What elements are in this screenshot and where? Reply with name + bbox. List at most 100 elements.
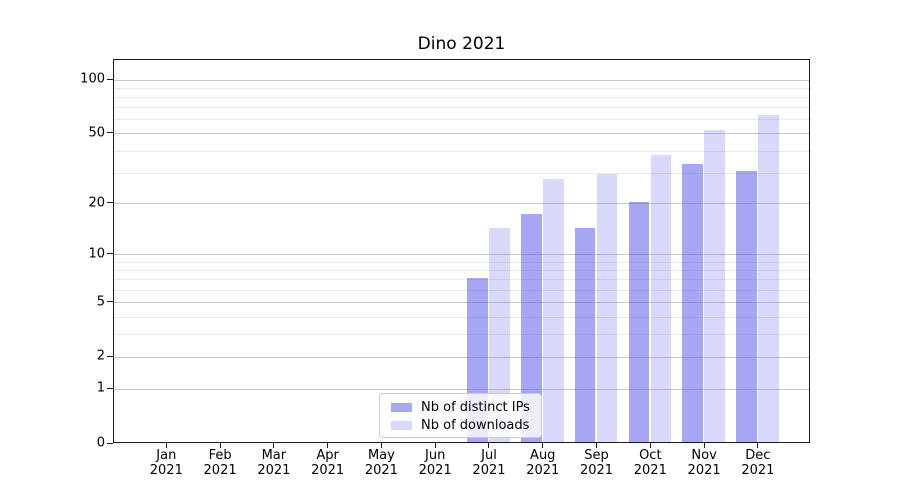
minor-gridline-80 bbox=[114, 96, 809, 98]
year-label: 2021 bbox=[418, 463, 452, 478]
x-tick-mark-nov bbox=[703, 443, 705, 448]
x-tick-label-jun: Jun 2021 bbox=[403, 448, 467, 478]
year-label: 2021 bbox=[526, 463, 560, 478]
major-gridline-10 bbox=[114, 254, 809, 256]
x-tick-label-nov: Nov 2021 bbox=[672, 448, 736, 478]
minor-gridline-3 bbox=[114, 334, 809, 336]
bar-downloads-aug bbox=[543, 179, 564, 442]
legend-swatch-downloads bbox=[391, 420, 412, 430]
y-tick-label-100: 100 bbox=[80, 71, 105, 87]
plot-area: Nb of distinct IPs Nb of downloads bbox=[113, 59, 810, 443]
minor-gridline-6 bbox=[114, 290, 809, 292]
x-tick-label-feb: Feb 2021 bbox=[188, 448, 252, 478]
y-tick-label-50: 50 bbox=[88, 125, 105, 141]
y-tick-label-1: 1 bbox=[96, 380, 105, 396]
bar-downloads-sep bbox=[596, 173, 618, 442]
year-label: 2021 bbox=[203, 463, 237, 478]
x-tick-label-mar: Mar 2021 bbox=[242, 448, 306, 478]
bar-distinct-ips-nov bbox=[682, 163, 703, 442]
bar-distinct-ips-aug bbox=[521, 214, 542, 442]
y-tick-mark-20 bbox=[107, 202, 113, 204]
x-tick-mark-mar bbox=[273, 443, 275, 448]
major-gridline-20 bbox=[114, 203, 809, 205]
chart-title: Dino 2021 bbox=[417, 34, 506, 54]
y-tick-label-5: 5 bbox=[96, 294, 105, 310]
x-tick-mark-feb bbox=[219, 443, 221, 448]
x-tick-label-dec: Dec 2021 bbox=[726, 448, 790, 478]
bar-downloads-jul bbox=[489, 228, 510, 442]
bar-downloads-nov bbox=[704, 130, 725, 442]
x-tick-label-apr: Apr 2021 bbox=[296, 448, 360, 478]
y-tick-mark-2 bbox=[107, 355, 113, 357]
x-tick-mark-dec bbox=[757, 443, 759, 448]
year-label: 2021 bbox=[364, 463, 398, 478]
year-label: 2021 bbox=[311, 463, 345, 478]
legend-swatch-distinct-ips bbox=[391, 402, 412, 412]
month-label: Jan bbox=[156, 448, 177, 463]
year-label: 2021 bbox=[257, 463, 291, 478]
minor-gridline-70 bbox=[114, 107, 809, 109]
x-tick-label-jul: Jul 2021 bbox=[457, 448, 521, 478]
minor-gridline-7 bbox=[114, 279, 809, 281]
bar-downloads-dec bbox=[758, 115, 779, 442]
year-label: 2021 bbox=[741, 463, 775, 478]
x-tick-mark-jun bbox=[434, 443, 436, 448]
major-gridline-1 bbox=[114, 388, 809, 390]
year-label: 2021 bbox=[149, 463, 183, 478]
month-label: Nov bbox=[691, 448, 717, 463]
minor-gridline-30 bbox=[114, 172, 809, 174]
major-gridline-100 bbox=[114, 79, 809, 81]
legend-entry-downloads: Nb of downloads bbox=[380, 416, 541, 434]
y-tick-label-20: 20 bbox=[88, 195, 105, 211]
y-tick-mark-10 bbox=[107, 253, 113, 255]
bar-distinct-ips-dec bbox=[736, 171, 757, 442]
x-tick-label-aug: Aug 2021 bbox=[511, 448, 575, 478]
year-label: 2021 bbox=[579, 463, 614, 478]
x-tick-mark-apr bbox=[327, 443, 329, 448]
y-tick-label-10: 10 bbox=[88, 246, 105, 262]
y-tick-mark-5 bbox=[107, 301, 113, 303]
bar-distinct-ips-oct bbox=[628, 201, 650, 442]
month-label: Aug bbox=[530, 448, 556, 463]
y-tick-mark-50 bbox=[107, 132, 113, 134]
minor-gridline-4 bbox=[114, 316, 809, 318]
y-tick-mark-0 bbox=[107, 442, 113, 444]
month-label: Mar bbox=[261, 448, 287, 463]
legend-label-distinct-ips: Nb of distinct IPs bbox=[421, 399, 530, 415]
legend-entry-distinct-ips: Nb of distinct IPs bbox=[380, 398, 541, 416]
month-label: Feb bbox=[208, 448, 232, 463]
y-tick-label-0: 0 bbox=[96, 435, 105, 451]
minor-gridline-60 bbox=[114, 119, 809, 121]
bar-downloads-oct bbox=[650, 155, 672, 442]
year-label: 2021 bbox=[687, 463, 721, 478]
x-tick-label-sep: Sep 2021 bbox=[565, 448, 629, 478]
month-label: Oct bbox=[639, 448, 662, 463]
minor-gridline-90 bbox=[114, 87, 809, 89]
year-label: 2021 bbox=[472, 463, 506, 478]
legend-label-downloads: Nb of downloads bbox=[421, 417, 530, 433]
x-tick-mark-oct bbox=[649, 443, 651, 448]
x-tick-mark-jan bbox=[165, 443, 167, 448]
minor-gridline-40 bbox=[114, 150, 809, 152]
x-tick-label-jan: Jan 2021 bbox=[134, 448, 198, 478]
x-tick-mark-jul bbox=[488, 443, 490, 448]
minor-gridline-8 bbox=[114, 270, 809, 272]
legend: Nb of distinct IPs Nb of downloads bbox=[379, 393, 542, 438]
month-label: May bbox=[367, 448, 395, 463]
month-label: Jul bbox=[481, 448, 497, 463]
month-label: Sep bbox=[584, 448, 609, 463]
bar-distinct-ips-sep bbox=[574, 228, 596, 442]
month-label: Jun bbox=[425, 448, 446, 463]
y-tick-mark-100 bbox=[107, 78, 113, 80]
x-tick-label-may: May 2021 bbox=[349, 448, 413, 478]
y-tick-label-2: 2 bbox=[96, 348, 105, 364]
x-tick-mark-may bbox=[380, 443, 382, 448]
year-label: 2021 bbox=[633, 463, 667, 478]
minor-gridline-9 bbox=[114, 261, 809, 263]
x-tick-mark-aug bbox=[542, 443, 544, 448]
month-label: Apr bbox=[316, 448, 339, 463]
major-gridline-50 bbox=[114, 133, 809, 135]
major-gridline-5 bbox=[114, 302, 809, 304]
x-tick-label-oct: Oct 2021 bbox=[618, 448, 682, 478]
